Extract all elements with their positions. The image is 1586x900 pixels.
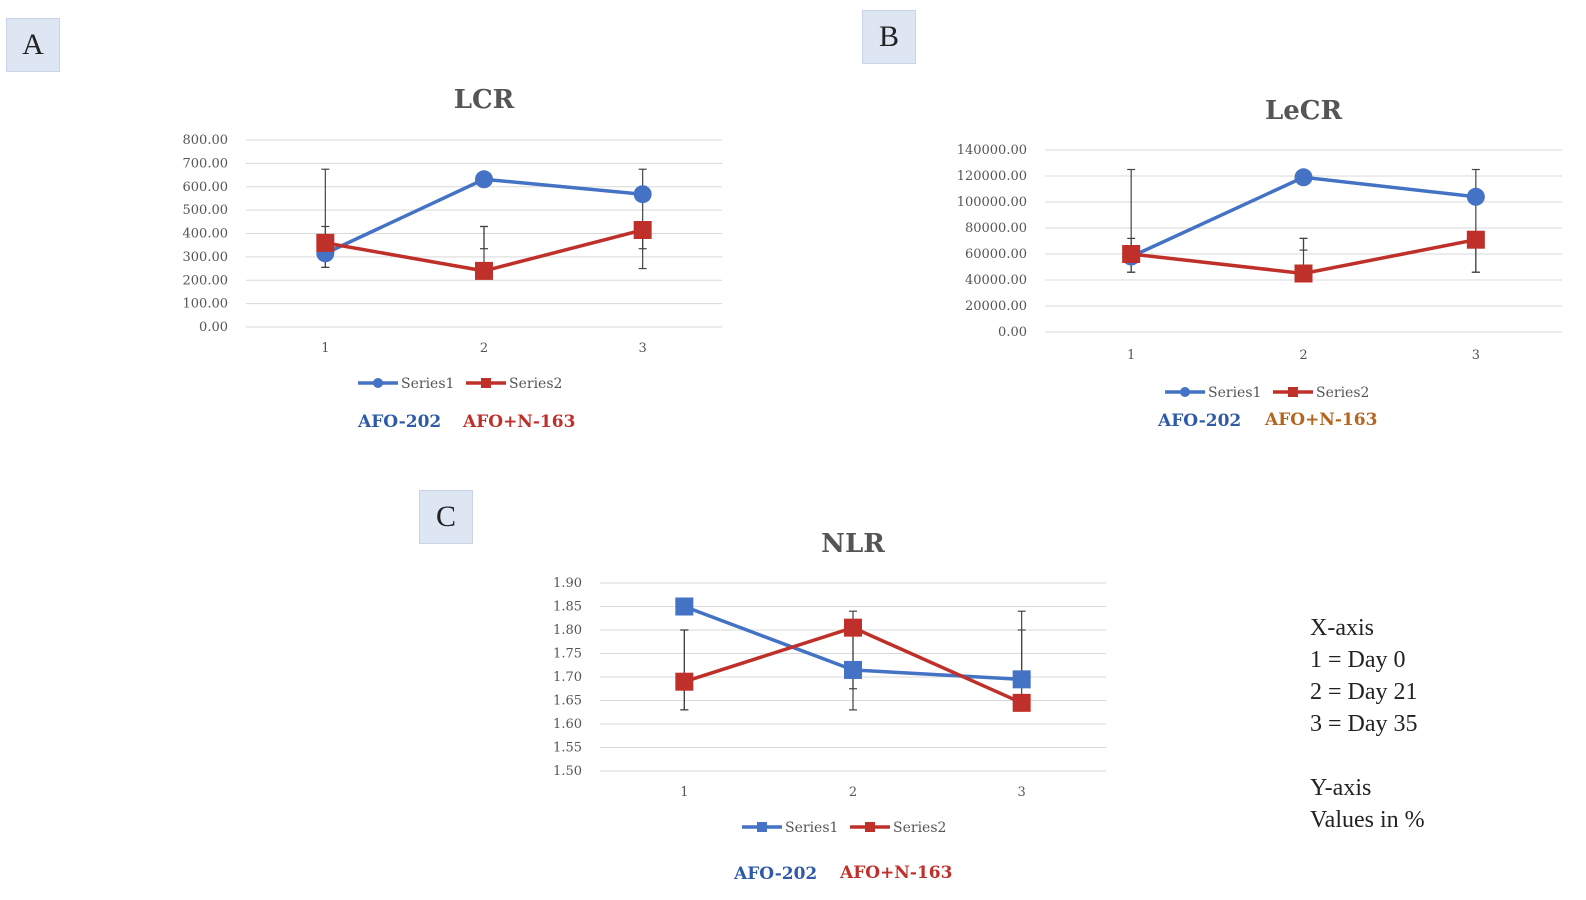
legend-entry: Series2 bbox=[509, 376, 562, 392]
group-label-afo202-a: AFO-202 bbox=[358, 412, 442, 432]
chart-title: LeCR bbox=[1265, 96, 1343, 126]
x-tick-label: 1 bbox=[1127, 348, 1135, 363]
y-tick-label: 1.55 bbox=[553, 741, 582, 756]
data-point bbox=[1466, 187, 1485, 206]
group-label-afon163-c: AFO+N-163 bbox=[840, 863, 953, 883]
axis-note-line: 1 = Day 0 bbox=[1310, 647, 1406, 673]
axis-note-line: 2 = Day 21 bbox=[1310, 679, 1418, 705]
data-point bbox=[1294, 168, 1313, 187]
legend-marker bbox=[481, 378, 491, 388]
y-tick-label: 1.50 bbox=[553, 764, 582, 779]
y-tick-label: 200.00 bbox=[183, 273, 229, 288]
legend-entry: Series1 bbox=[1208, 385, 1261, 401]
group-label-afon163-a: AFO+N-163 bbox=[463, 412, 576, 432]
y-tick-label: 0.00 bbox=[199, 320, 228, 335]
y-tick-label: 100000.00 bbox=[957, 195, 1027, 210]
legend-entry: Series2 bbox=[1316, 385, 1369, 401]
y-tick-label: 1.75 bbox=[553, 647, 582, 662]
y-tick-label: 500.00 bbox=[183, 203, 229, 218]
data-point bbox=[1294, 264, 1313, 283]
y-tick-label: 1.65 bbox=[553, 694, 582, 709]
x-tick-label: 3 bbox=[639, 341, 647, 356]
y-tick-label: 80000.00 bbox=[965, 221, 1027, 236]
legend-marker bbox=[757, 822, 767, 832]
y-tick-label: 60000.00 bbox=[965, 247, 1027, 262]
data-point bbox=[1466, 230, 1485, 249]
data-point bbox=[675, 597, 694, 616]
y-tick-label: 0.00 bbox=[998, 325, 1027, 340]
y-tick-label: 400.00 bbox=[183, 227, 229, 242]
data-point bbox=[1012, 693, 1031, 712]
panel-label-a: A bbox=[6, 18, 60, 72]
data-point bbox=[633, 220, 652, 239]
chart-title: LCR bbox=[454, 85, 515, 115]
chart-lecr: LeCR140000.00120000.00100000.0080000.006… bbox=[957, 96, 1562, 401]
y-tick-label: 1.70 bbox=[553, 670, 582, 685]
legend-entry: Series2 bbox=[893, 820, 946, 836]
x-tick-label: 3 bbox=[1018, 785, 1026, 800]
y-tick-label: 120000.00 bbox=[957, 169, 1027, 184]
axis-note-line: 3 = Day 35 bbox=[1310, 711, 1418, 737]
axis-note-line: Values in % bbox=[1310, 807, 1425, 833]
data-point bbox=[475, 170, 493, 189]
y-tick-label: 700.00 bbox=[183, 156, 229, 171]
legend-marker bbox=[1288, 387, 1298, 397]
data-point bbox=[475, 261, 493, 280]
group-label-afo202-c: AFO-202 bbox=[734, 864, 818, 884]
y-tick-label: 100.00 bbox=[183, 297, 229, 312]
chart-lcr: LCR 800.00 700.00 600.00 500.00 400.00 300.00 2… bbox=[183, 85, 722, 392]
x-tick-label: 2 bbox=[849, 785, 857, 800]
y-tick-label: 300.00 bbox=[183, 250, 229, 265]
chart-title: NLR bbox=[821, 529, 885, 559]
legend-entry: Series1 bbox=[401, 376, 454, 392]
panel-label-b: B bbox=[862, 10, 916, 64]
x-tick-label: 1 bbox=[321, 341, 329, 356]
data-point bbox=[1012, 670, 1031, 689]
y-tick-label: 20000.00 bbox=[965, 299, 1027, 314]
legend-entry: Series1 bbox=[785, 820, 838, 836]
panel-label-c: C bbox=[419, 490, 473, 544]
y-tick-label: 40000.00 bbox=[965, 273, 1027, 288]
data-point bbox=[633, 185, 652, 204]
axis-note-line bbox=[1310, 740, 1425, 772]
data-point bbox=[844, 660, 862, 679]
legend-marker bbox=[1180, 387, 1190, 397]
y-tick-label: 1.60 bbox=[553, 717, 582, 732]
data-point bbox=[675, 672, 694, 691]
y-tick-label: 800.00 bbox=[183, 133, 229, 148]
group-label-afo202-b: AFO-202 bbox=[1158, 411, 1242, 431]
group-label-afon163-b: AFO+N-163 bbox=[1265, 410, 1378, 430]
data-point bbox=[844, 618, 862, 637]
chart-nlr: NLR 1.90 1.85 1.80 1.75 1.70 1.65 1.60 1.55 1.50 1… bbox=[553, 529, 1106, 836]
y-tick-label: 140000.00 bbox=[957, 143, 1027, 158]
axis-note-line: X-axis bbox=[1310, 615, 1374, 641]
data-point bbox=[316, 233, 335, 252]
x-tick-label: 1 bbox=[680, 785, 688, 800]
y-tick-label: 600.00 bbox=[183, 180, 229, 195]
y-tick-label: 1.85 bbox=[553, 600, 582, 615]
x-tick-label: 2 bbox=[480, 341, 488, 356]
axis-note-line: Y-axis bbox=[1310, 775, 1372, 801]
x-tick-label: 2 bbox=[1299, 348, 1307, 363]
axis-note: X-axis 1 = Day 0 2 = Day 21 3 = Day 35 Y… bbox=[1310, 612, 1425, 836]
data-point bbox=[1122, 245, 1141, 263]
x-tick-label: 3 bbox=[1472, 348, 1480, 363]
y-tick-label: 1.80 bbox=[553, 623, 582, 638]
y-tick-label: 1.90 bbox=[553, 576, 582, 591]
legend-marker bbox=[373, 378, 383, 388]
legend-marker bbox=[865, 822, 875, 832]
